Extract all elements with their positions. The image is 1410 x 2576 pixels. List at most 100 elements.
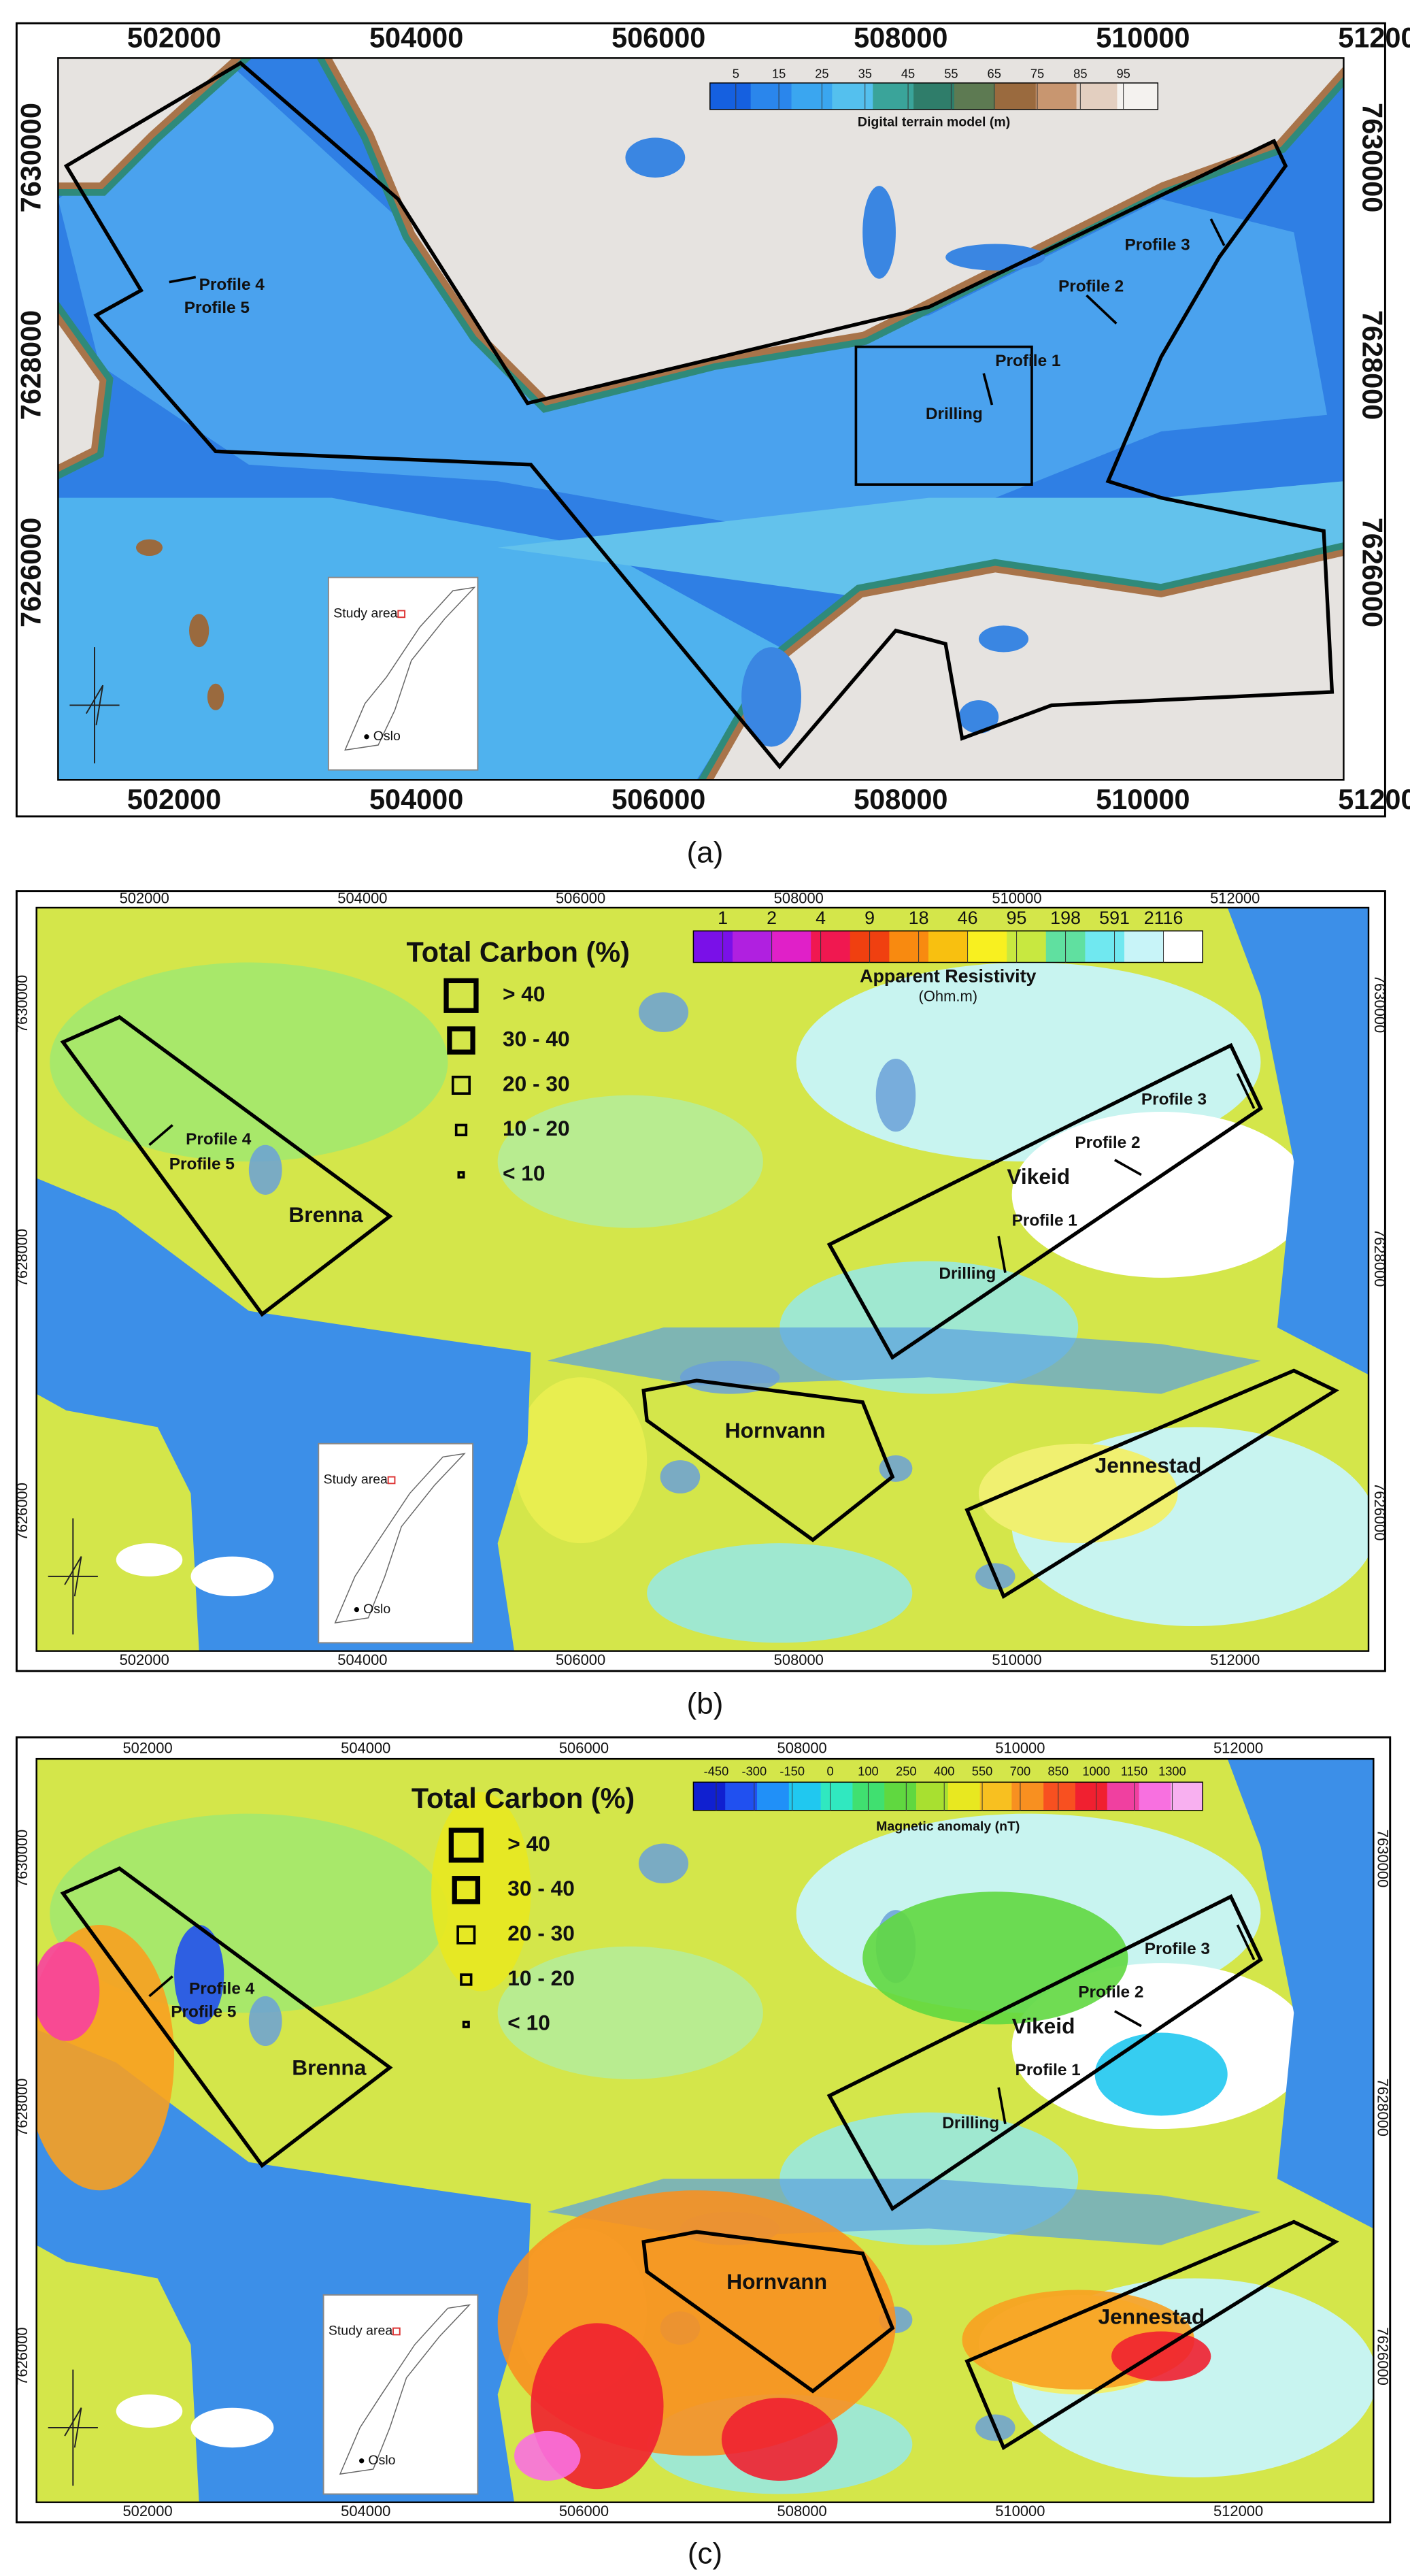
place-label: Profile 4 bbox=[199, 276, 265, 294]
lake bbox=[862, 186, 896, 279]
study-area-marker bbox=[392, 2327, 401, 2336]
lake bbox=[875, 1058, 916, 1132]
oslo-marker bbox=[364, 734, 369, 740]
x-tick-label: 504000 bbox=[337, 890, 387, 907]
island bbox=[189, 614, 209, 648]
colorbar-swatch bbox=[916, 1782, 949, 1811]
magnetic-zone bbox=[862, 1892, 1128, 2025]
colorbar-tick-label: 591 bbox=[1099, 908, 1130, 928]
panel-caption: (c) bbox=[688, 2537, 722, 2570]
colorbar-swatch bbox=[693, 1782, 726, 1811]
island bbox=[207, 683, 224, 710]
place-label: Jennestad bbox=[1095, 1453, 1202, 1477]
y-tick-label: 7626000 bbox=[1357, 518, 1389, 627]
colorbar-swatch bbox=[913, 82, 955, 110]
place-label: Profile 1 bbox=[995, 352, 1060, 370]
y-tick-label: 7628000 bbox=[1371, 1229, 1388, 1287]
colorbar-swatch bbox=[1085, 931, 1125, 963]
colorbar-swatch bbox=[1124, 931, 1164, 963]
colorbar-swatch bbox=[1117, 82, 1159, 110]
colorbar-swatch bbox=[873, 82, 914, 110]
legend-label: 30 - 40 bbox=[507, 1876, 575, 1900]
map-area bbox=[36, 1759, 1374, 2503]
colorbar-swatch bbox=[889, 931, 929, 963]
x-tick-label: 508000 bbox=[777, 2503, 827, 2520]
x-tick-label: 504000 bbox=[369, 21, 463, 53]
colorbar-tick-label: 550 bbox=[972, 1764, 993, 1778]
colorbar-frame bbox=[692, 930, 1203, 963]
x-tick-label: 506000 bbox=[559, 1739, 609, 1756]
colorbar-swatch bbox=[928, 931, 969, 963]
colorbar-swatch bbox=[820, 1782, 854, 1811]
place-label: Brenna bbox=[292, 2055, 367, 2080]
land-west bbox=[58, 323, 100, 465]
legend-label: 30 - 40 bbox=[503, 1027, 570, 1051]
colorbar-tick-label: 0 bbox=[826, 1764, 833, 1778]
magnetic-zone bbox=[1094, 2032, 1228, 2116]
land-south bbox=[713, 555, 1344, 780]
y-tick-label: 7628000 bbox=[1375, 2079, 1392, 2136]
panel-caption: (a) bbox=[687, 836, 724, 870]
y-tick-label: 7626000 bbox=[1371, 1483, 1388, 1540]
map-area bbox=[36, 908, 1369, 1651]
snow-patch bbox=[190, 2407, 274, 2448]
map-border bbox=[35, 906, 1370, 1652]
colorbar-tick-label: 1 bbox=[718, 908, 728, 928]
profile-line bbox=[1209, 218, 1226, 246]
colorbar-swatch bbox=[954, 82, 996, 110]
land-north bbox=[331, 58, 1344, 399]
place-label: Profile 2 bbox=[1058, 277, 1124, 295]
legend-title: Total Carbon (%) bbox=[412, 1782, 635, 1814]
y-tick-label: 7630000 bbox=[1375, 1830, 1392, 1887]
lake bbox=[638, 1843, 689, 1884]
colorbar-swatch bbox=[725, 1782, 758, 1811]
x-tick-label: 506000 bbox=[611, 21, 705, 53]
colorbar-swatch bbox=[884, 1782, 917, 1811]
resistivity-zone bbox=[497, 1095, 763, 1228]
x-tick-label: 502000 bbox=[120, 1651, 169, 1668]
resistivity-zone bbox=[50, 962, 448, 1162]
y-tick-label: 7628000 bbox=[14, 1229, 31, 1287]
oslo-marker bbox=[359, 2458, 365, 2464]
snow-patch bbox=[190, 1556, 274, 1597]
oslo-marker bbox=[354, 1606, 360, 1613]
x-tick-label: 510000 bbox=[1096, 783, 1190, 815]
profile-line bbox=[1113, 2010, 1142, 2028]
x-tick-label: 512000 bbox=[1210, 890, 1260, 907]
x-tick-label: 502000 bbox=[120, 890, 169, 907]
map-area bbox=[58, 58, 1344, 780]
legend-symbol bbox=[447, 1026, 475, 1055]
norway-outline bbox=[344, 587, 476, 751]
profile-line bbox=[148, 1975, 173, 1998]
place-label: Drilling bbox=[926, 405, 983, 423]
place-label: Vikeid bbox=[1007, 1164, 1070, 1189]
place-label: Profile 5 bbox=[184, 299, 250, 317]
y-tick-label: 7630000 bbox=[1371, 975, 1388, 1033]
legend-label: < 10 bbox=[507, 2011, 550, 2035]
colorbar-tick-label: 35 bbox=[858, 67, 872, 81]
place-label: Profile 3 bbox=[1125, 235, 1190, 254]
profile-line bbox=[1113, 1159, 1142, 1176]
x-tick-label: 510000 bbox=[1096, 21, 1190, 53]
y-tick-label: 7630000 bbox=[15, 103, 47, 212]
resistivity-zone bbox=[647, 1543, 913, 1643]
snow-patch bbox=[116, 2394, 183, 2428]
study-area-marker bbox=[387, 1476, 396, 1485]
x-tick-label: 506000 bbox=[611, 783, 705, 815]
sea bbox=[1227, 908, 1369, 1375]
map-panel: 502000 502000 504000 504000 506000 506000 5080… bbox=[14, 1736, 1392, 2524]
legend-symbol bbox=[443, 978, 479, 1013]
magnetic-zone bbox=[721, 2398, 838, 2481]
colorbar-swatch bbox=[852, 1782, 885, 1811]
x-tick-label: 512000 bbox=[1338, 783, 1410, 815]
y-tick-label: 7626000 bbox=[15, 518, 47, 627]
lake bbox=[660, 1460, 701, 1493]
colorbar-swatch bbox=[1139, 1782, 1172, 1811]
colorbar-tick-label: -300 bbox=[742, 1764, 767, 1778]
study-area-outline bbox=[641, 2230, 895, 2394]
lake bbox=[978, 625, 1029, 653]
colorbar-swatch bbox=[1043, 1782, 1076, 1811]
norway-outline bbox=[339, 2304, 471, 2475]
y-tick-label: 7630000 bbox=[14, 1830, 31, 1887]
